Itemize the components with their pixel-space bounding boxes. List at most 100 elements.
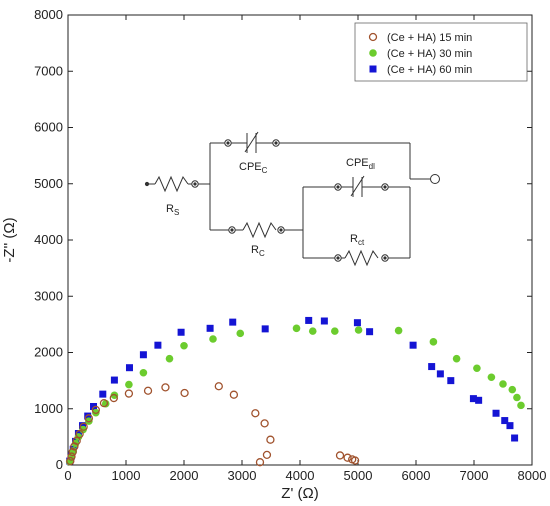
data-point <box>66 456 75 466</box>
data-point <box>266 435 275 444</box>
data-point <box>67 452 76 461</box>
circuit-node-dot <box>383 256 387 260</box>
data-point <box>206 324 214 332</box>
data-point <box>85 417 93 425</box>
data-point <box>447 377 455 385</box>
data-point <box>214 382 223 391</box>
data-point <box>125 364 133 372</box>
y-tick-label: 4000 <box>34 232 63 247</box>
data-point <box>335 451 345 460</box>
data-point <box>72 436 81 445</box>
plot-area <box>67 14 533 466</box>
data-point <box>343 453 352 462</box>
resistor-rs <box>154 175 189 193</box>
legend: (Ce + HA) 15 min (Ce + HA) 30 min (Ce + … <box>354 22 528 82</box>
x-axis-label: Z' (Ω) <box>281 485 318 502</box>
circuit-node-dot <box>336 185 340 189</box>
legend-label-60min: (Ce + HA) 60 min <box>387 64 472 76</box>
circuit-node-dot <box>193 182 197 186</box>
x-tick-label: 2000 <box>170 468 199 483</box>
label-rc: RC <box>251 244 265 258</box>
data-point <box>305 316 313 324</box>
circuit-node-dot <box>383 185 387 189</box>
data-point <box>350 456 360 465</box>
y-tick-label: 8000 <box>34 7 63 22</box>
data-point <box>84 414 94 423</box>
x-tick-label: 0 <box>64 468 71 483</box>
data-point <box>79 422 86 430</box>
circuit-node-dot <box>226 141 230 145</box>
y-tick-label: 5000 <box>34 176 63 191</box>
data-point <box>353 319 361 327</box>
y-tick-label: 0 <box>56 457 63 472</box>
data-point <box>473 364 481 373</box>
label-cpe-dl: CPEdl <box>346 157 375 171</box>
data-point <box>109 393 118 403</box>
data-point <box>452 354 461 363</box>
data-point <box>124 389 134 398</box>
data-point <box>262 450 272 460</box>
label-cpe-c: CPEC <box>239 161 268 175</box>
x-tick-label: 7000 <box>460 468 489 483</box>
data-point <box>320 317 328 325</box>
data-point <box>255 458 265 467</box>
data-point <box>354 326 363 334</box>
data-point <box>511 434 519 442</box>
data-point <box>125 380 133 389</box>
data-point <box>366 328 374 336</box>
y-tick-label: 7000 <box>34 63 63 78</box>
data-point <box>165 354 174 363</box>
x-tick-label: 8000 <box>518 468 547 483</box>
data-point <box>229 390 239 399</box>
data-point <box>139 351 147 359</box>
resistor-rct <box>344 249 379 267</box>
legend-marker-60min <box>369 65 377 73</box>
resistor-rc <box>242 221 277 239</box>
data-point <box>501 417 509 425</box>
y-tick-label: 6000 <box>34 120 63 135</box>
data-point <box>110 376 118 384</box>
data-point <box>487 373 496 382</box>
legend-label-15min: (Ce + HA) 15 min <box>387 32 472 44</box>
data-point <box>229 318 237 326</box>
data-point <box>409 341 417 349</box>
x-tick-label: 4000 <box>286 468 315 483</box>
data-point <box>180 388 189 398</box>
data-point <box>251 409 260 418</box>
legend-marker-15min <box>368 32 378 42</box>
data-point <box>92 408 100 417</box>
data-point <box>79 422 88 431</box>
data-point <box>143 386 153 395</box>
data-point <box>492 409 500 417</box>
legend-marker-30min <box>369 49 377 57</box>
y-tick-label: 1000 <box>34 401 63 416</box>
data-point <box>513 393 521 402</box>
data-point <box>475 396 483 404</box>
series-layer <box>65 316 525 467</box>
cpe-c-arrow <box>244 131 259 153</box>
data-point <box>331 327 339 335</box>
data-point <box>177 328 185 336</box>
x-tick-label: 6000 <box>402 468 431 483</box>
data-point <box>209 335 217 343</box>
series-15min <box>66 382 360 467</box>
data-point <box>261 325 269 333</box>
circuit-node-dot <box>336 256 340 260</box>
label-rct: Rct <box>350 233 365 247</box>
circuit-terminal-right <box>430 174 440 184</box>
data-point <box>429 338 438 346</box>
data-point <box>110 391 119 400</box>
circuit-node-dot <box>230 228 234 232</box>
data-point <box>469 395 477 403</box>
axis-ticks <box>67 14 533 466</box>
cpe-dl-arrow <box>350 175 365 197</box>
data-point <box>428 363 436 371</box>
data-point <box>308 327 317 335</box>
y-tick-label: 2000 <box>34 345 63 360</box>
legend-label-30min: (Ce + HA) 30 min <box>387 48 472 60</box>
data-point <box>508 385 517 394</box>
y-tick-label: 3000 <box>34 288 63 303</box>
x-tick-label: 3000 <box>228 468 257 483</box>
data-point <box>260 419 269 428</box>
axis-tick-labels: 0 1000 2000 3000 4000 5000 6000 7000 8000 0 1000 20… <box>34 7 546 483</box>
